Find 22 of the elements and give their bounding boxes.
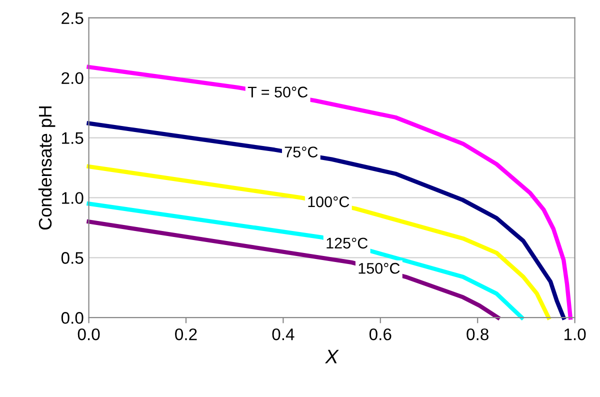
line-series [86,164,551,320]
annotation: 100°C [308,196,350,208]
x-tick-label: 1.0 [564,328,586,340]
y-tick-label: 1.5 [62,132,84,144]
annotation: 75°C [284,146,318,158]
y-axis-title: Condensate pH [38,106,56,230]
x-tick-label: 0.6 [369,328,392,340]
y-tick-label: 2.5 [62,12,84,24]
annotation: 150°C [358,262,400,274]
x-tick-label: 0.0 [78,328,100,340]
annotation: T = 50°C [248,86,308,98]
line-series [86,121,566,320]
x-tick-label: 0.8 [466,328,488,340]
x-tick-label: 0.4 [272,328,294,340]
y-tick-label: 1.0 [62,192,84,204]
y-tick-label: 0.0 [61,312,84,324]
y-tick-label: 2.0 [62,72,84,84]
y-tick-label: 0.5 [61,252,84,264]
line-series [86,220,500,320]
x-axis-title: X [324,350,339,364]
x-tick-label: 0.2 [175,328,197,340]
annotation: 125°C [326,238,368,249]
